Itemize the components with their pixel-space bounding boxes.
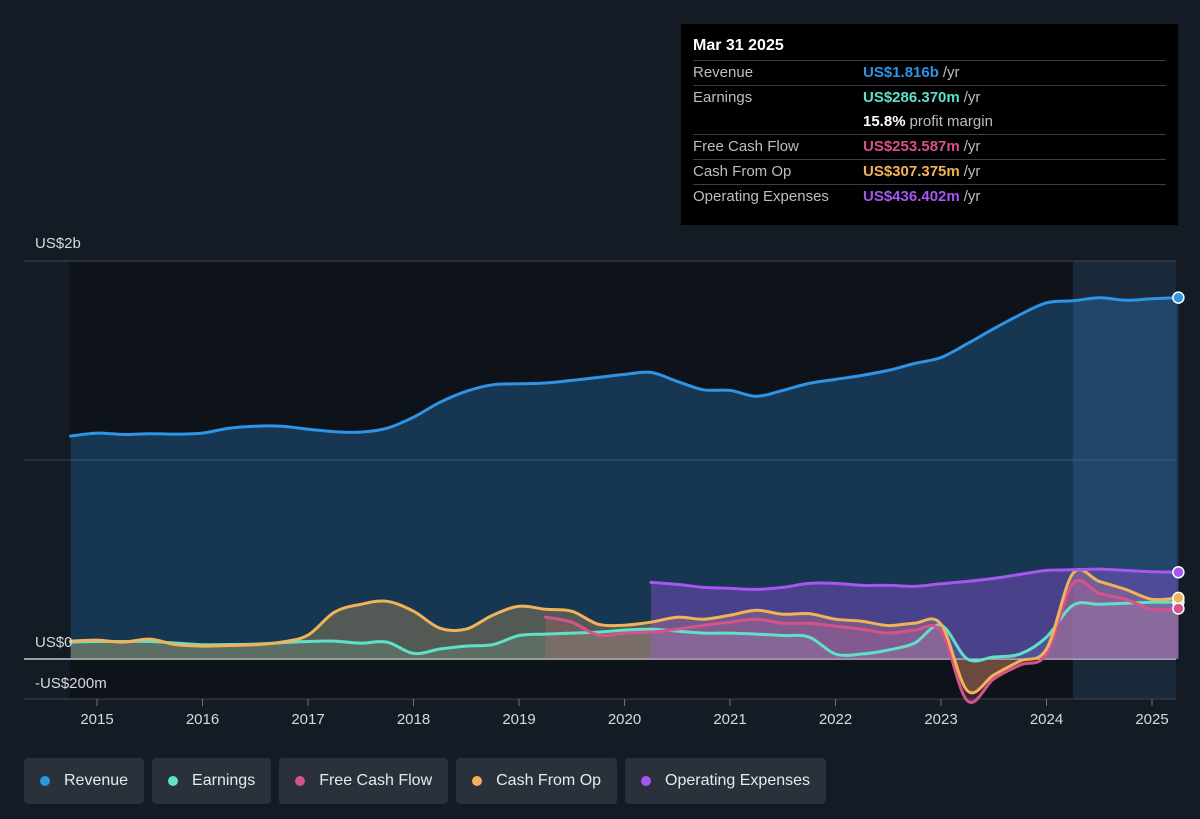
tooltip-row-unit: /yr bbox=[963, 163, 981, 180]
tooltip-row-label: Operating Expenses bbox=[693, 188, 829, 205]
revenue-end-point bbox=[1172, 291, 1185, 304]
legend-item-free-cash-flow[interactable]: Free Cash Flow bbox=[279, 758, 449, 804]
tooltip-row: 15.8% profit margin bbox=[693, 110, 1166, 134]
legend-item-cash-from-op[interactable]: Cash From Op bbox=[456, 758, 618, 804]
x-tick-label: 2015 bbox=[80, 711, 113, 728]
operating-expenses-end-point bbox=[1172, 565, 1185, 579]
legend-item-revenue[interactable]: Revenue bbox=[24, 758, 145, 804]
tooltip-row-value: US$1.816b bbox=[863, 64, 939, 81]
tooltip-row: Cash From Op US$307.375m/yr bbox=[693, 159, 1166, 184]
forecast-region bbox=[1072, 261, 1176, 699]
tooltip-row: Revenue US$1.816b/yr bbox=[693, 60, 1166, 85]
x-tick-label: 2018 bbox=[397, 711, 430, 728]
legend-dot-icon bbox=[168, 776, 179, 786]
tooltip-row-value: US$436.402m bbox=[863, 188, 960, 205]
x-tick-label: 2022 bbox=[819, 711, 852, 728]
legend-label: Earnings bbox=[192, 772, 256, 789]
y-tick-label: US$2b bbox=[35, 235, 81, 252]
x-tick-label: 2025 bbox=[1135, 711, 1168, 728]
tooltip-date: Mar 31 2025 bbox=[693, 37, 784, 54]
tooltip-row-unit: /yr bbox=[942, 64, 960, 81]
legend-label: Free Cash Flow bbox=[319, 772, 433, 789]
cash-from-op-line bbox=[69, 568, 1180, 695]
chart-axis-labels: US$2b US$0 -US$200m 2015 2016 2017 2018 2019 202… bbox=[35, 235, 1169, 728]
cash-from-op-end-point bbox=[1172, 591, 1185, 605]
chart-gridlines bbox=[24, 260, 1176, 700]
free-cash-flow-end-point bbox=[1172, 602, 1185, 615]
legend-label: Cash From Op bbox=[496, 772, 602, 789]
tooltip-row: Earnings US$286.370m/yr bbox=[693, 85, 1166, 110]
tooltip-row-label: Earnings bbox=[693, 89, 753, 106]
free-cash-flow-line bbox=[543, 578, 1180, 704]
chart-legend: Revenue Earnings Free Cash Flow Cash From O… bbox=[24, 758, 827, 804]
legend-dot-icon bbox=[295, 776, 306, 786]
x-tick-label: 2016 bbox=[186, 711, 219, 728]
y-tick-label: -US$200m bbox=[35, 675, 107, 692]
x-tick-label: 2021 bbox=[713, 711, 746, 728]
tooltip-row-label: Free Cash Flow bbox=[693, 138, 799, 155]
tooltip-row-value: 15.8% bbox=[863, 113, 906, 130]
legend-dot-icon bbox=[40, 776, 50, 786]
legend-label: Operating Expenses bbox=[665, 772, 811, 789]
legend-item-operating-expenses[interactable]: Operating Expenses bbox=[625, 758, 827, 804]
x-tick-label: 2017 bbox=[291, 711, 324, 728]
tooltip-row-unit: /yr bbox=[963, 89, 981, 106]
tooltip-row-value: US$307.375m bbox=[863, 163, 960, 180]
tooltip-row-label: Revenue bbox=[693, 64, 754, 81]
revenue-area bbox=[70, 297, 1179, 659]
tooltip-row-label: Cash From Op bbox=[693, 163, 792, 180]
y-tick-label: US$0 bbox=[35, 634, 73, 651]
x-tick-label: 2023 bbox=[924, 711, 957, 728]
legend-dot-icon bbox=[472, 776, 483, 786]
tooltip-row: Free Cash Flow US$253.587m/yr bbox=[693, 134, 1166, 159]
tooltip-row-value: US$253.587m bbox=[863, 138, 960, 155]
legend-item-earnings[interactable]: Earnings bbox=[152, 758, 272, 804]
legend-dot-icon bbox=[641, 776, 652, 786]
tooltip-row-unit: /yr bbox=[963, 188, 981, 205]
tooltip-row: Operating Expenses US$436.402m/yr bbox=[693, 184, 1166, 209]
tooltip-row-unit: profit margin bbox=[909, 113, 993, 130]
chart-lines bbox=[69, 296, 1180, 704]
free-cash-flow-area bbox=[545, 580, 1179, 703]
tooltip-row-unit: /yr bbox=[963, 138, 981, 155]
data-tooltip: Mar 31 2025 Revenue US$1.816b/yr Earnings U… bbox=[681, 24, 1178, 225]
operating-expenses-line bbox=[649, 567, 1180, 591]
revenue-line bbox=[69, 296, 1180, 438]
tooltip-row-label bbox=[693, 110, 863, 134]
tooltip-row-value: US$286.370m bbox=[863, 89, 960, 106]
x-tick-label: 2020 bbox=[608, 711, 641, 728]
plot-background bbox=[70, 261, 1073, 699]
x-tick-label: 2019 bbox=[502, 711, 535, 728]
chart-end-dots bbox=[1172, 291, 1185, 615]
legend-label: Revenue bbox=[64, 772, 129, 789]
x-tick-label: 2024 bbox=[1030, 711, 1063, 728]
